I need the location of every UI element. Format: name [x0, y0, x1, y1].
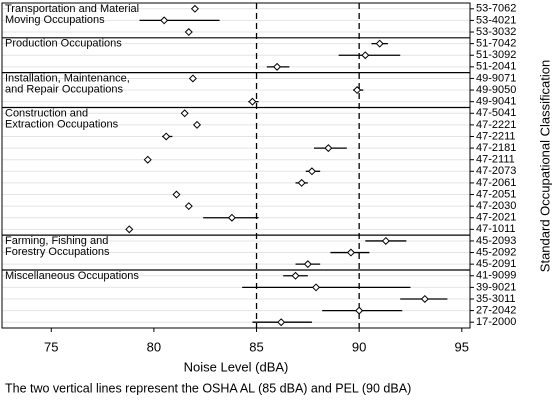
point	[125, 225, 134, 234]
y-tick-label: 53-3032	[476, 26, 516, 38]
y-tick-label: 47-2021	[476, 212, 516, 224]
point	[162, 132, 171, 141]
y-tick-label: 51-7042	[476, 38, 516, 50]
caption: The two vertical lines represent the OSH…	[5, 381, 411, 395]
y-tick-label: 47-2073	[476, 165, 516, 177]
group-label: Production Occupations	[5, 38, 122, 50]
x-tick-label: 95	[455, 339, 469, 354]
y-tick-label: 47-2221	[476, 119, 516, 131]
y-tick-label: 51-3092	[476, 49, 516, 61]
group-label: Farming, Fishing and	[5, 235, 108, 247]
point	[227, 213, 236, 222]
y-tick-label: 53-7062	[476, 3, 516, 15]
y-tick-label: 45-2091	[476, 258, 516, 270]
x-tick-label: 80	[147, 339, 161, 354]
y-tick-label: 17-2000	[476, 316, 516, 328]
y-tick-label: 47-2061	[476, 177, 516, 189]
point	[375, 39, 384, 48]
point	[277, 318, 286, 327]
point	[353, 86, 362, 95]
y-tick-label: 47-2051	[476, 188, 516, 200]
group-label: Extraction Occupations	[5, 118, 119, 130]
y-tick-label: 35-3011	[476, 293, 516, 305]
group-label: Moving Occupations	[5, 14, 105, 26]
group-label: Miscellaneous Occupations	[5, 270, 139, 282]
point	[143, 155, 152, 164]
point	[190, 4, 199, 13]
point	[324, 144, 333, 153]
y-axis-label: Standard Occupational Classification	[537, 60, 552, 272]
point	[312, 283, 321, 292]
point	[188, 74, 197, 83]
x-tick-label: 85	[249, 339, 263, 354]
point	[172, 190, 181, 199]
group-label: Forestry Occupations	[5, 246, 110, 258]
point	[184, 202, 193, 211]
y-tick-label: 49-9050	[476, 84, 516, 96]
point	[355, 306, 364, 315]
point	[361, 51, 370, 60]
y-tick-label: 47-2211	[476, 130, 516, 142]
group-label: Construction and	[5, 107, 88, 119]
y-tick-label: 49-9071	[476, 72, 516, 84]
point	[420, 294, 429, 303]
point	[192, 120, 202, 129]
group-label: and Repair Occupations	[5, 84, 124, 96]
y-tick-label: 53-4021	[476, 14, 516, 26]
y-tick-label: 41-9099	[476, 270, 516, 282]
point	[184, 28, 193, 37]
point	[381, 236, 390, 245]
x-tick-label: 75	[44, 339, 58, 354]
y-tick-label: 47-5041	[476, 107, 516, 119]
point	[273, 62, 282, 71]
y-tick-label: 47-2181	[476, 142, 516, 154]
x-axis-label: Noise Level (dBA)	[184, 359, 289, 374]
point	[160, 16, 169, 25]
y-tick-label: 47-2030	[476, 200, 516, 212]
group-label: Installation, Maintenance,	[5, 73, 130, 85]
point	[307, 167, 316, 176]
x-tick-label: 90	[352, 339, 366, 354]
y-tick-label: 47-1011	[476, 223, 516, 235]
plot-frame	[1, 2, 471, 329]
y-tick-label: 49-9041	[476, 96, 516, 108]
group-label: Transportation and Material	[5, 3, 139, 15]
y-tick-label: 47-2111	[476, 154, 515, 166]
y-tick-label: 51-2041	[476, 61, 516, 73]
point	[346, 248, 355, 257]
point	[297, 178, 306, 187]
point	[248, 97, 257, 106]
y-tick-label: 45-2092	[476, 246, 516, 258]
point	[180, 109, 189, 118]
point	[303, 260, 312, 269]
y-tick-label: 39-9021	[476, 281, 516, 293]
y-tick-label: 27-2042	[476, 304, 516, 316]
y-tick-label: 45-2093	[476, 235, 516, 247]
point	[291, 271, 300, 280]
